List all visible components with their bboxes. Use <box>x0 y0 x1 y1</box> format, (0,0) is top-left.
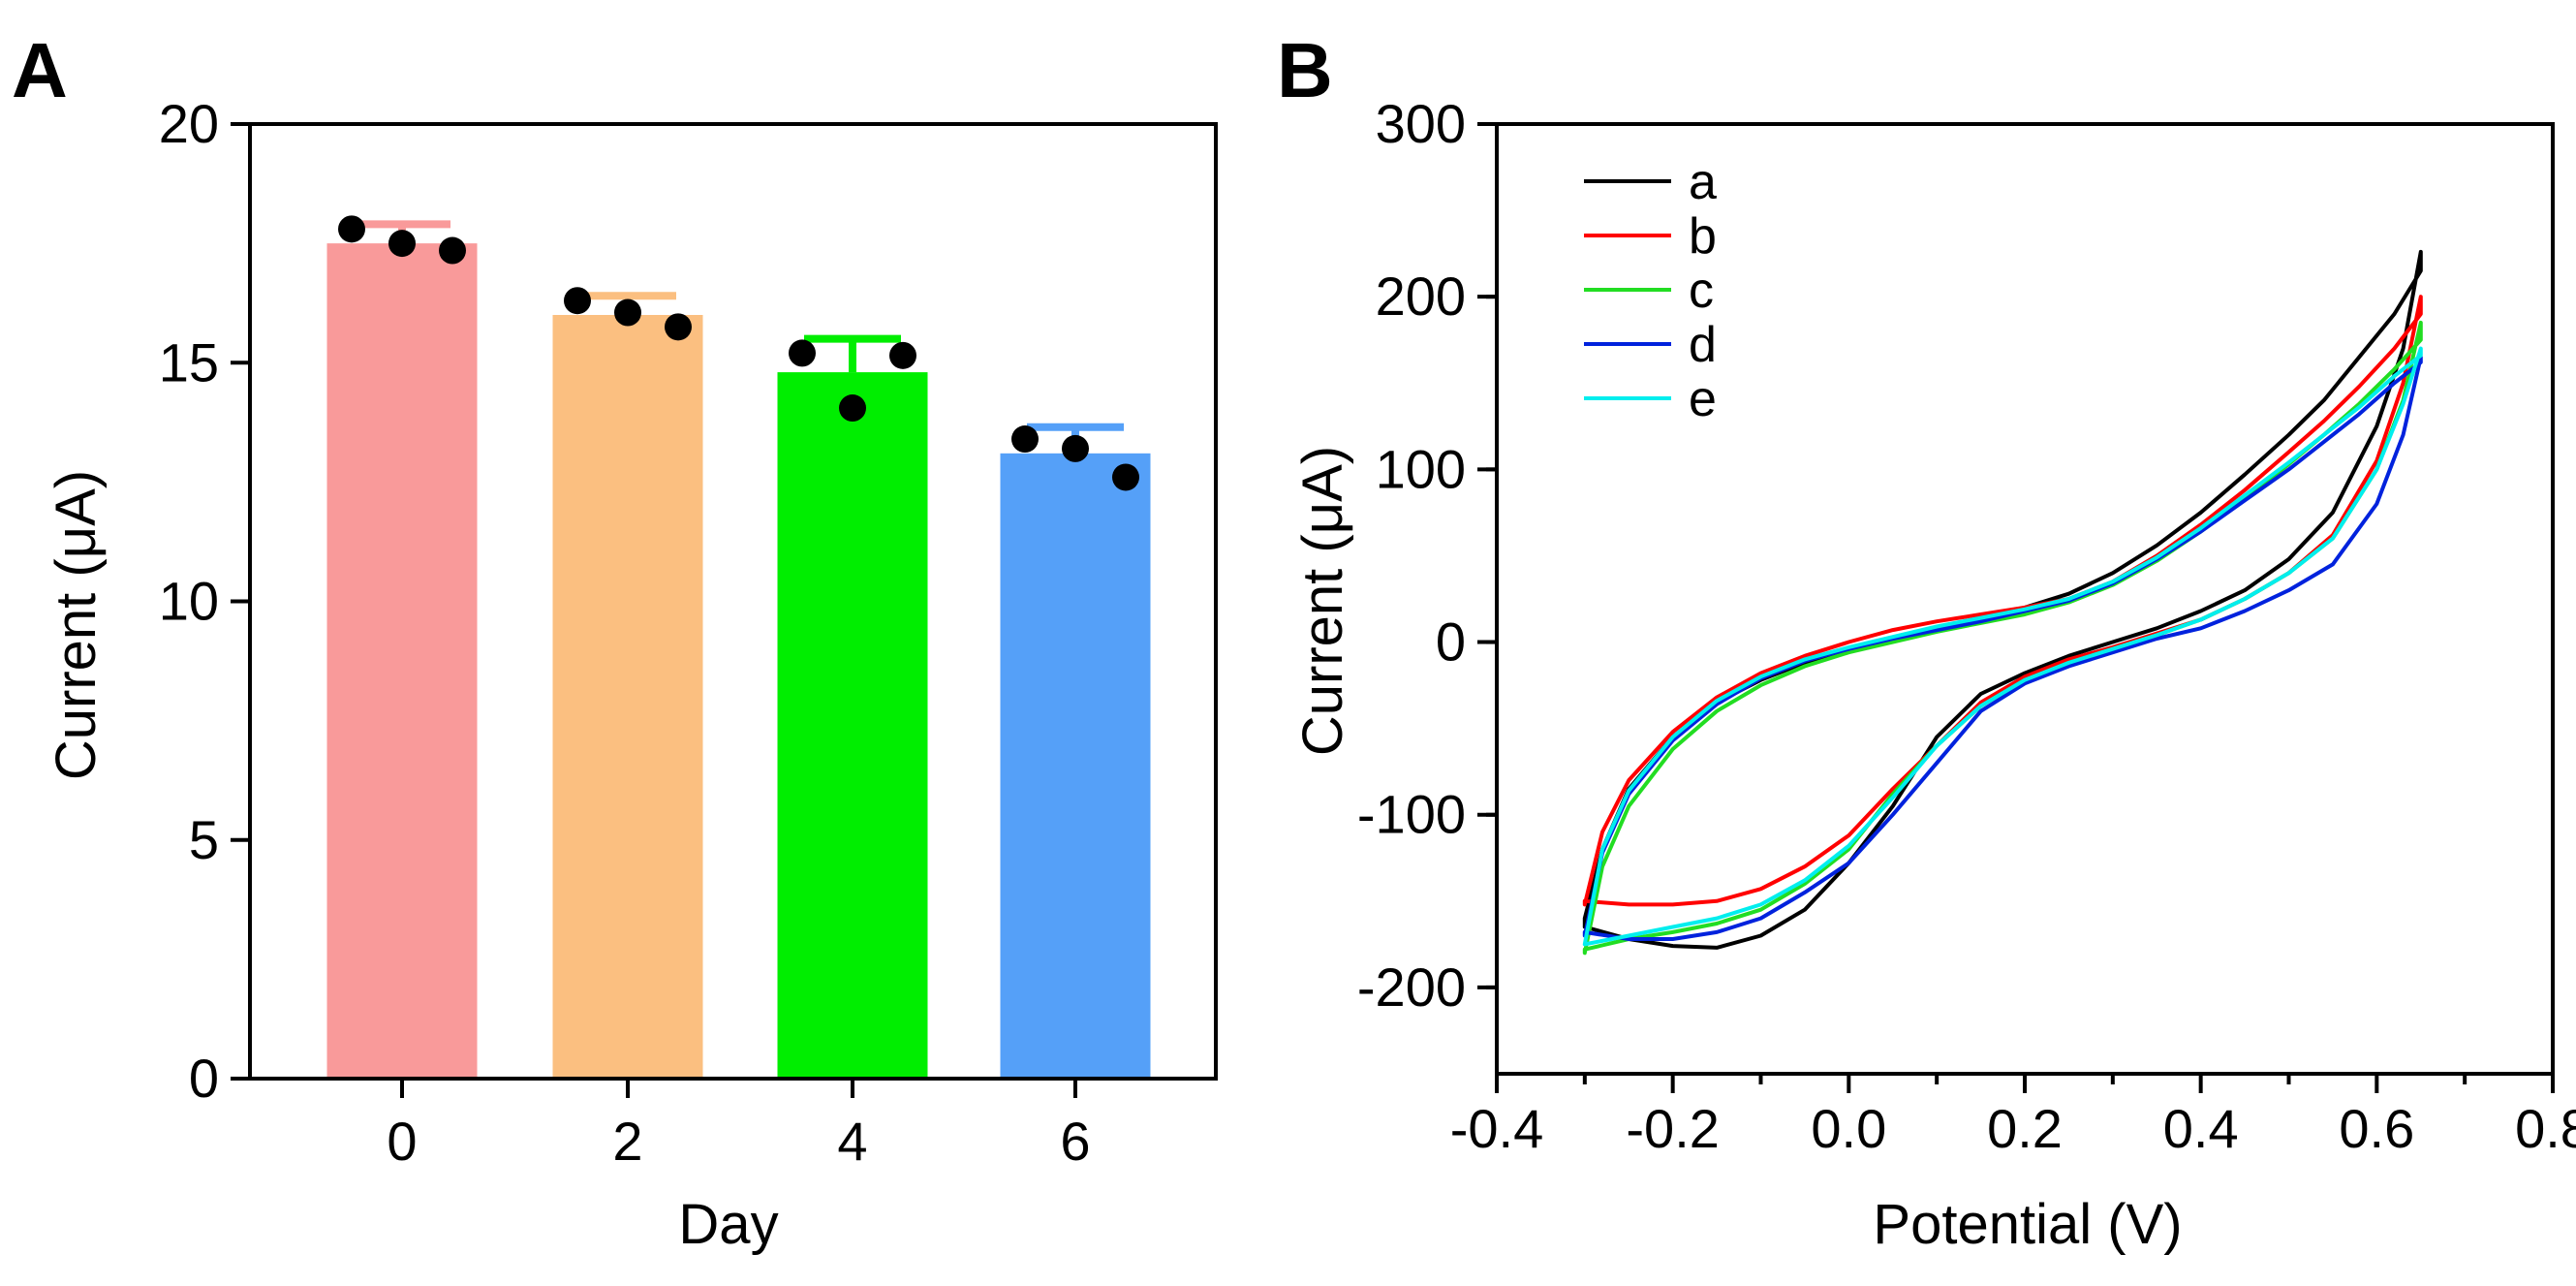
data-point <box>388 230 416 258</box>
y-tick-label: 5 <box>189 809 219 870</box>
x-tick-label: 0.4 <box>2163 1098 2239 1159</box>
y-tick-label: 0 <box>189 1048 219 1109</box>
data-point <box>564 287 591 315</box>
y-ticks: -200 -100 0 100 200 300 <box>1357 93 1497 1018</box>
y-tick-label: 0 <box>1436 612 1466 673</box>
y-tick-label: 10 <box>159 571 219 632</box>
bars <box>326 243 1151 1080</box>
y-tick-label: -100 <box>1357 784 1466 845</box>
y-tick-label: 20 <box>159 93 219 154</box>
y-tick-label: 100 <box>1376 438 1466 499</box>
x-ticks: -0.4 -0.2 0.0 0.2 0.4 0.6 0.8 <box>1450 1074 2576 1159</box>
x-tick-label: 6 <box>1060 1111 1090 1172</box>
panel-a-letter: A <box>12 27 68 113</box>
y-axis-title: Current (μA) <box>45 470 108 780</box>
data-point <box>1011 425 1039 454</box>
y-tick-label: 15 <box>159 331 219 392</box>
y-axis-title: Current (μA) <box>1291 446 1354 756</box>
legend-label-b: b <box>1689 208 1717 265</box>
data-point <box>1062 434 1089 462</box>
data-points <box>338 215 1139 491</box>
data-point <box>889 341 916 369</box>
cv-curve-b <box>1582 295 2423 907</box>
y-tick-label: -200 <box>1357 957 1466 1018</box>
panel-b: B -200 -100 0 100 200 300 -0.4 -0.2 0.0 0.2 0.4 0.… <box>1277 27 2576 1256</box>
x-axis-title: Potential (V) <box>1873 1193 2182 1256</box>
x-axis-title: Day <box>678 1193 778 1256</box>
panel-a: A 0 5 10 15 20 0 2 4 6 Day Current (μA) <box>12 27 1218 1256</box>
data-point <box>338 215 365 243</box>
cv-curve-e <box>1582 346 2423 947</box>
x-tick-label: 0.8 <box>2515 1098 2576 1159</box>
bar-day-6 <box>1000 453 1151 1079</box>
legend-label-e: e <box>1689 371 1717 427</box>
panel-b-letter: B <box>1277 27 1333 113</box>
data-point <box>1112 463 1139 491</box>
x-ticks: 0 2 4 6 <box>387 1079 1091 1172</box>
x-tick-label: 0.0 <box>1811 1098 1886 1159</box>
legend-label-a: a <box>1689 154 1717 210</box>
legend-label-d: d <box>1689 317 1717 373</box>
x-tick-label: -0.2 <box>1626 1098 1720 1159</box>
y-tick-label: 200 <box>1376 266 1466 327</box>
bar-day-4 <box>777 372 928 1080</box>
y-ticks: 0 5 10 15 20 <box>159 93 250 1109</box>
y-tick-label: 300 <box>1376 93 1466 154</box>
x-tick-label: 0 <box>387 1111 417 1172</box>
data-point <box>614 298 641 327</box>
x-tick-label: 0.6 <box>2339 1098 2414 1159</box>
x-tick-label: 0.2 <box>1987 1098 2063 1159</box>
cv-curves <box>1582 249 2423 956</box>
legend-label-c: c <box>1689 263 1714 319</box>
data-point <box>839 394 866 423</box>
data-point <box>439 236 466 265</box>
x-tick-label: -0.4 <box>1450 1098 1544 1159</box>
x-tick-label: 2 <box>612 1111 642 1172</box>
x-tick-label: 4 <box>837 1111 867 1172</box>
data-point <box>665 313 692 341</box>
data-point <box>789 339 816 367</box>
bar-day-0 <box>326 243 478 1079</box>
bar-day-2 <box>552 315 703 1079</box>
